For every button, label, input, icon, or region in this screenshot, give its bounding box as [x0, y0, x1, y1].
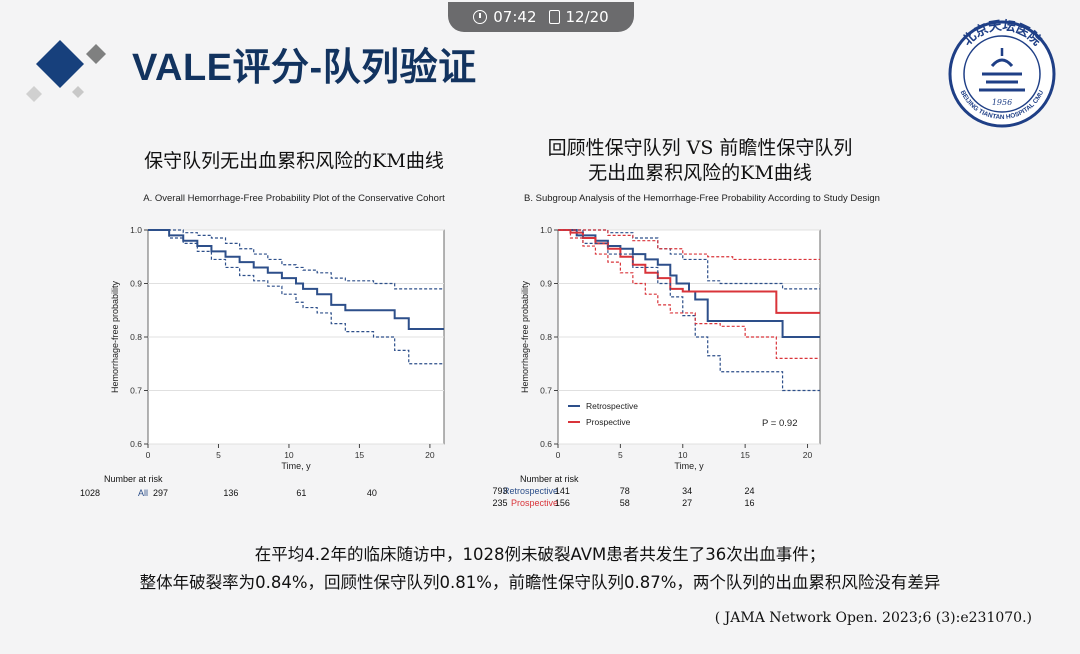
chart-b-ytick-label: 1.0	[540, 225, 552, 235]
chart-b-title: 回顾性保守队列 VS 前瞻性保守队列	[547, 137, 853, 159]
chart-b-risk-value: 24	[744, 486, 755, 496]
chart-b-pvalue: P = 0.92	[762, 418, 797, 429]
chart-b-risk-row-name: Prospective	[510, 498, 558, 508]
chart-b-ytick-label: 0.6	[540, 439, 552, 449]
chart-a-xtick-label: 10	[284, 450, 294, 460]
citation: ( JAMA Network Open. 2023;6 (3):e231070.…	[714, 610, 1032, 626]
hospital-logo-icon: 北京天坛医院 BEIJING TIANTAN HOSPITAL CMU 1956	[948, 18, 1056, 128]
chart-a-series-solid-0	[148, 229, 444, 330]
risk-label-b: Number at risk	[520, 474, 579, 484]
chart-b-series-dashed-4	[558, 229, 820, 261]
chart-b-legend-label: Retrospective	[586, 401, 638, 411]
chart-b-risk-value: 141	[554, 486, 570, 496]
summary-line-1: 在平均4.2年的临床随访中，1028例未破裂AVM患者共发生了36次出血事件；	[254, 545, 826, 564]
chart-a-ytick-label: 1.0	[130, 225, 142, 235]
decor-diamonds-icon	[26, 40, 106, 102]
chart-b-xlabel: Time, y	[674, 461, 704, 471]
chart-b-title-2: 无出血累积风险的KM曲线	[588, 162, 812, 184]
chart-a-risk-value: 1028	[79, 488, 101, 498]
km-chart-b: 0.6 0.7 0.8 0.9 1.0 0 5 10 15 20 Time, y Hemorrhage…	[520, 225, 821, 471]
chart-a-subtitle: A. Overall Hemorrhage-Free Probability P…	[143, 193, 445, 204]
chart-b-ylabel: Hemorrhage-free probability	[520, 280, 530, 393]
chart-b-xtick-label: 15	[740, 450, 750, 460]
status-page: 12/20	[565, 8, 609, 26]
chart-b-risk-value: 78	[619, 486, 630, 496]
chart-a-risk-value: 40	[366, 488, 377, 498]
chart-a-xtick-label: 5	[216, 450, 221, 460]
chart-a-risk-value: 136	[223, 488, 239, 498]
chart-b-series-dashed-3	[558, 229, 820, 392]
risk-label-a: Number at risk	[104, 474, 163, 484]
chart-b-ytick-label: 0.8	[540, 332, 552, 342]
chart-b-subtitle: B. Subgroup Analysis of the Hemorrhage-F…	[524, 193, 880, 204]
page-icon	[548, 10, 560, 24]
chart-b-xtick-label: 0	[556, 450, 561, 460]
chart-a-ytick-label: 0.6	[130, 439, 142, 449]
chart-b-series-dashed-2	[558, 229, 820, 290]
chart-b-ytick-label: 0.9	[540, 279, 552, 289]
summary-line-2: 整体年破裂率为0.84%，回顾性保守队列0.81%，前瞻性保守队列0.87%，两…	[139, 573, 941, 592]
chart-b-risk-row-name: Retrospective	[502, 486, 558, 496]
chart-b-risk-value: 793	[492, 486, 508, 496]
chart-a-series-dashed-1	[148, 229, 444, 290]
chart-a-xtick-label: 15	[355, 450, 365, 460]
chart-b-xtick-label: 10	[678, 450, 688, 460]
chart-b-risk-value: 235	[492, 498, 508, 508]
chart-b-risk-value: 16	[744, 498, 755, 508]
chart-b-series-retrospective	[558, 229, 820, 338]
chart-a-xtick-label: 0	[146, 450, 151, 460]
chart-a-risk-row-name: All	[137, 488, 148, 498]
slide-title: VALE评分-队列验证	[132, 47, 477, 89]
chart-b-risk-value: 156	[554, 498, 570, 508]
chart-a-xlabel: Time, y	[281, 461, 311, 471]
chart-a-xtick-label: 20	[425, 450, 435, 460]
chart-a-title: 保守队列无出血累积风险的KM曲线	[144, 150, 444, 172]
chart-b-series-dashed-5	[558, 229, 820, 359]
status-pill: 07:42 12/20	[448, 2, 634, 32]
chart-b-risk-value: 34	[682, 486, 693, 496]
km-chart-a: 0.6 0.7 0.8 0.9 1.0 0 5 10 15 20 Time, y Hemorrhage…	[110, 225, 445, 471]
chart-b-ytick-label: 0.7	[540, 386, 552, 396]
chart-b-xtick-label: 5	[618, 450, 623, 460]
chart-a-ytick-label: 0.9	[130, 279, 142, 289]
summary-text: 在平均4.2年的临床随访中，1028例未破裂AVM患者共发生了36次出血事件； …	[0, 541, 1080, 597]
chart-b-xtick-label: 20	[803, 450, 813, 460]
chart-b-legend-label: Prospective	[586, 417, 631, 427]
chart-b-series-prospective	[558, 229, 820, 314]
clock-icon	[473, 10, 488, 24]
chart-a-ytick-label: 0.7	[130, 386, 142, 396]
chart-a-ytick-label: 0.8	[130, 332, 142, 342]
logo-year: 1956	[992, 98, 1012, 107]
chart-a-ylabel: Hemorrhage-free probability	[110, 280, 120, 393]
chart-b-risk-value: 27	[682, 498, 693, 508]
chart-a-risk-value: 297	[152, 488, 168, 498]
chart-b-risk-value: 58	[619, 498, 630, 508]
chart-a-risk-value: 61	[296, 488, 307, 498]
status-time: 07:42	[493, 8, 537, 26]
